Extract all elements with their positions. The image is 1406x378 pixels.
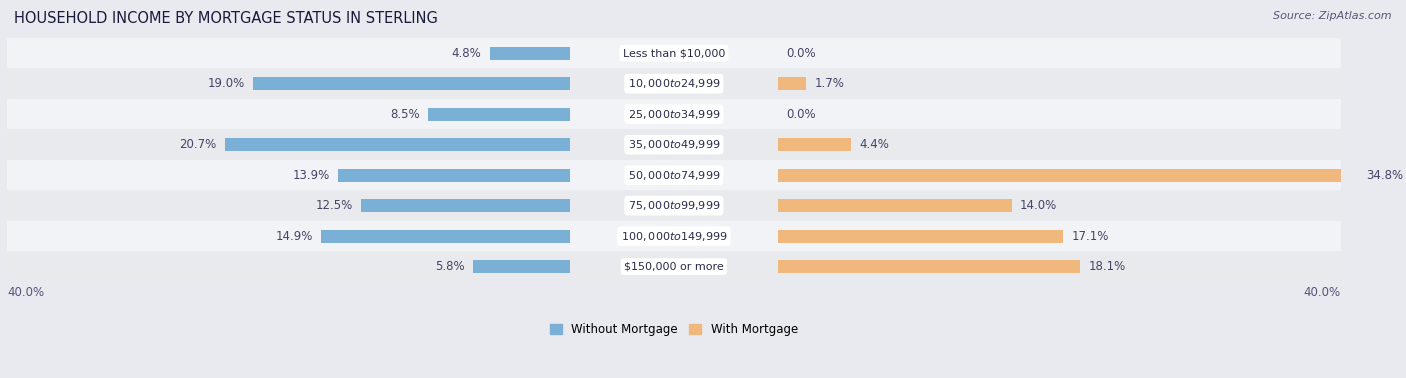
- Text: $50,000 to $74,999: $50,000 to $74,999: [627, 169, 720, 182]
- FancyBboxPatch shape: [6, 251, 1341, 282]
- Text: 19.0%: 19.0%: [207, 77, 245, 90]
- Bar: [778, 229, 1063, 243]
- FancyBboxPatch shape: [6, 191, 1341, 221]
- Text: 40.0%: 40.0%: [7, 285, 44, 299]
- Bar: [253, 77, 569, 90]
- Text: HOUSEHOLD INCOME BY MORTGAGE STATUS IN STERLING: HOUSEHOLD INCOME BY MORTGAGE STATUS IN S…: [14, 11, 437, 26]
- Text: 14.9%: 14.9%: [276, 230, 314, 243]
- Text: 13.9%: 13.9%: [292, 169, 329, 182]
- Bar: [427, 108, 569, 121]
- FancyBboxPatch shape: [6, 221, 1341, 251]
- Bar: [472, 260, 569, 273]
- Text: 0.0%: 0.0%: [786, 47, 815, 60]
- Text: 14.0%: 14.0%: [1019, 199, 1057, 212]
- Text: $150,000 or more: $150,000 or more: [624, 262, 724, 272]
- Text: 5.8%: 5.8%: [434, 260, 464, 273]
- Text: $10,000 to $24,999: $10,000 to $24,999: [627, 77, 720, 90]
- Bar: [337, 169, 569, 182]
- Text: 0.0%: 0.0%: [786, 108, 815, 121]
- Text: 8.5%: 8.5%: [389, 108, 419, 121]
- Bar: [778, 138, 852, 151]
- Bar: [489, 46, 569, 60]
- Text: 12.5%: 12.5%: [316, 199, 353, 212]
- Text: 40.0%: 40.0%: [1303, 285, 1341, 299]
- Legend: Without Mortgage, With Mortgage: Without Mortgage, With Mortgage: [550, 323, 799, 336]
- Bar: [778, 169, 1358, 182]
- FancyBboxPatch shape: [6, 99, 1341, 129]
- Text: 18.1%: 18.1%: [1088, 260, 1125, 273]
- Text: 4.8%: 4.8%: [451, 47, 481, 60]
- Bar: [361, 199, 569, 212]
- Bar: [778, 199, 1011, 212]
- Text: 17.1%: 17.1%: [1071, 230, 1109, 243]
- Text: $75,000 to $99,999: $75,000 to $99,999: [627, 199, 720, 212]
- FancyBboxPatch shape: [6, 38, 1341, 68]
- Text: $100,000 to $149,999: $100,000 to $149,999: [620, 230, 727, 243]
- Text: $25,000 to $34,999: $25,000 to $34,999: [627, 108, 720, 121]
- Text: 20.7%: 20.7%: [179, 138, 217, 151]
- FancyBboxPatch shape: [6, 68, 1341, 99]
- Text: 4.4%: 4.4%: [860, 138, 890, 151]
- Text: 1.7%: 1.7%: [814, 77, 845, 90]
- Bar: [778, 260, 1080, 273]
- FancyBboxPatch shape: [6, 160, 1341, 191]
- Text: Less than $10,000: Less than $10,000: [623, 48, 725, 58]
- Text: 34.8%: 34.8%: [1367, 169, 1403, 182]
- Bar: [225, 138, 569, 151]
- Bar: [778, 77, 807, 90]
- FancyBboxPatch shape: [6, 129, 1341, 160]
- Text: $35,000 to $49,999: $35,000 to $49,999: [627, 138, 720, 151]
- Text: Source: ZipAtlas.com: Source: ZipAtlas.com: [1274, 11, 1392, 21]
- Bar: [321, 229, 569, 243]
